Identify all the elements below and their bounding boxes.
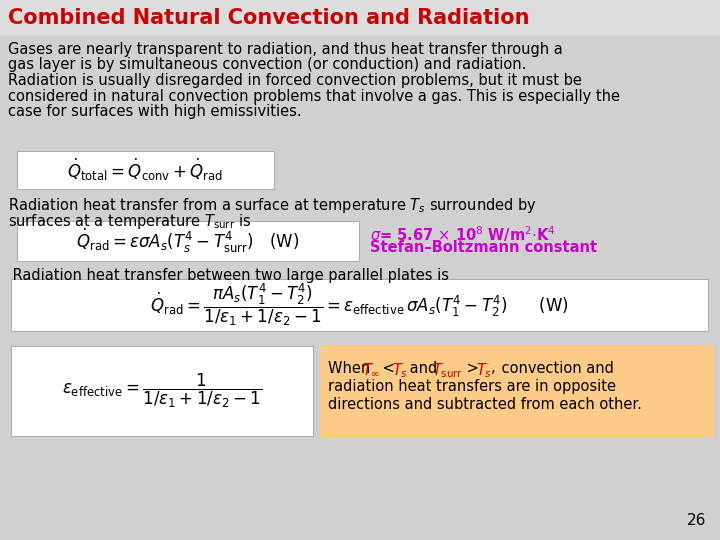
Text: $\sigma$= 5.67 $\times$ 10$^{8}$ W/m$^{2}$$\cdot$K$^{4}$: $\sigma$= 5.67 $\times$ 10$^{8}$ W/m$^{2… xyxy=(370,224,556,244)
Text: $T_s$: $T_s$ xyxy=(392,361,408,380)
Text: 26: 26 xyxy=(687,513,706,528)
Text: $\varepsilon_{\mathrm{effective}} = \dfrac{1}{1/\varepsilon_1 + 1/\varepsilon_2 : $\varepsilon_{\mathrm{effective}} = \dfr… xyxy=(62,372,262,410)
Text: and: and xyxy=(405,361,442,376)
Text: Radiation heat transfer between two large parallel plates is: Radiation heat transfer between two larg… xyxy=(8,268,449,283)
Text: $\dot{Q}_{\mathrm{total}} = \dot{Q}_{\mathrm{conv}} + \dot{Q}_{\mathrm{rad}}$: $\dot{Q}_{\mathrm{total}} = \dot{Q}_{\ma… xyxy=(68,157,224,183)
Text: $\dot{Q}_{\mathrm{rad}} = \dfrac{\pi A_s(T_1^4 - T_2^4)}{1/\varepsilon_1 + 1/\va: $\dot{Q}_{\mathrm{rad}} = \dfrac{\pi A_s… xyxy=(150,282,569,328)
Text: When: When xyxy=(328,361,375,376)
FancyBboxPatch shape xyxy=(17,151,274,189)
FancyBboxPatch shape xyxy=(17,221,359,261)
FancyBboxPatch shape xyxy=(11,279,708,331)
Text: convection and: convection and xyxy=(497,361,614,376)
Text: $\dot{Q}_{\mathrm{rad}} = \varepsilon\sigma A_s(T_s^4 - T_{\mathrm{surr}}^4)$   : $\dot{Q}_{\mathrm{rad}} = \varepsilon\si… xyxy=(76,227,300,255)
Text: Radiation heat transfer from a surface at temperature $T_s$ surrounded by: Radiation heat transfer from a surface a… xyxy=(8,196,537,215)
Text: Stefan–Boltzmann constant: Stefan–Boltzmann constant xyxy=(370,240,597,255)
Text: radiation heat transfers are in opposite: radiation heat transfers are in opposite xyxy=(328,379,616,394)
Text: considered in natural convection problems that involve a gas. This is especially: considered in natural convection problem… xyxy=(8,89,620,104)
FancyBboxPatch shape xyxy=(11,346,313,436)
Text: $,$: $,$ xyxy=(490,361,495,376)
Text: $T_\infty$: $T_\infty$ xyxy=(362,361,380,377)
Text: $T_s$: $T_s$ xyxy=(476,361,492,380)
Text: Combined Natural Convection and Radiation: Combined Natural Convection and Radiatio… xyxy=(8,8,529,28)
Text: Radiation is usually disregarded in forced convection problems, but it must be: Radiation is usually disregarded in forc… xyxy=(8,73,582,88)
Text: >: > xyxy=(462,361,484,376)
Text: case for surfaces with high emissivities.: case for surfaces with high emissivities… xyxy=(8,104,302,119)
Text: directions and subtracted from each other.: directions and subtracted from each othe… xyxy=(328,397,642,412)
Text: $T_{\mathrm{surr}}$: $T_{\mathrm{surr}}$ xyxy=(432,361,463,380)
Text: Gases are nearly transparent to radiation, and thus heat transfer through a: Gases are nearly transparent to radiatio… xyxy=(8,42,563,57)
Text: <: < xyxy=(378,361,400,376)
FancyBboxPatch shape xyxy=(320,345,714,437)
Text: surfaces at a temperature $T_{\mathrm{surr}}$ is: surfaces at a temperature $T_{\mathrm{su… xyxy=(8,212,251,231)
Text: gas layer is by simultaneous convection (or conduction) and radiation.: gas layer is by simultaneous convection … xyxy=(8,57,526,72)
FancyBboxPatch shape xyxy=(0,0,720,35)
